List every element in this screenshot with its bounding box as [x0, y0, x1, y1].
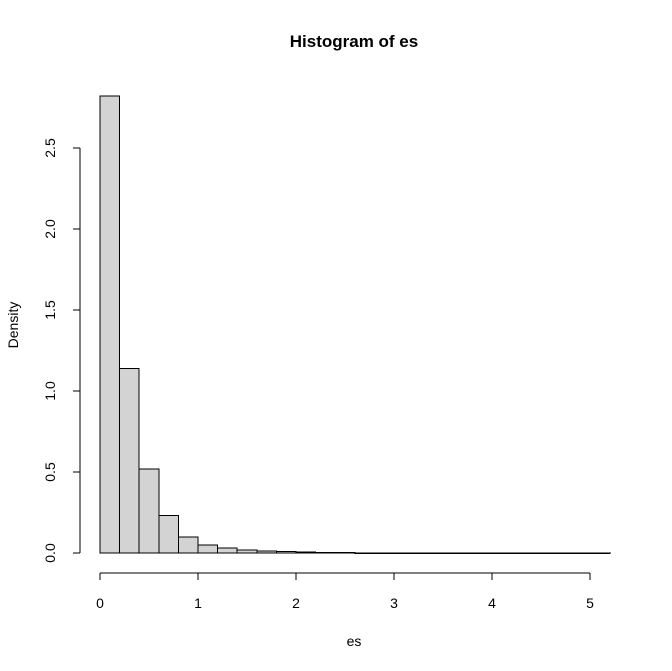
chart-title: Histogram of es: [290, 32, 418, 51]
y-tick-label: 0.5: [42, 462, 58, 482]
x-tick-label: 0: [96, 595, 104, 611]
y-tick-label: 1.5: [42, 300, 58, 320]
histogram-bar: [138, 468, 160, 554]
x-tick-label: 4: [488, 595, 496, 611]
histogram-bar: [177, 536, 199, 554]
histogram-bar: [197, 544, 219, 554]
histogram-bar: [99, 95, 121, 554]
histogram-bar: [158, 515, 179, 554]
y-tick-label: 0.0: [42, 543, 58, 563]
y-axis: 0.0 0.5 1.0 1.5 2.0 2.5: [42, 138, 81, 563]
histogram-bar: [217, 547, 238, 554]
histogram-bar: [119, 367, 140, 554]
bars-group: [99, 95, 611, 554]
y-axis-label: Density: [5, 302, 21, 349]
x-tick-label: 5: [586, 595, 594, 611]
x-tick-label: 2: [292, 595, 300, 611]
x-axis-label: es: [347, 633, 362, 649]
x-axis: 0 1 2 3 4 5: [96, 572, 594, 611]
x-tick-label: 1: [194, 595, 202, 611]
y-tick-label: 2.0: [42, 219, 58, 239]
y-tick-label: 2.5: [42, 138, 58, 158]
x-tick-label: 3: [390, 595, 398, 611]
y-tick-label: 1.0: [42, 381, 58, 401]
